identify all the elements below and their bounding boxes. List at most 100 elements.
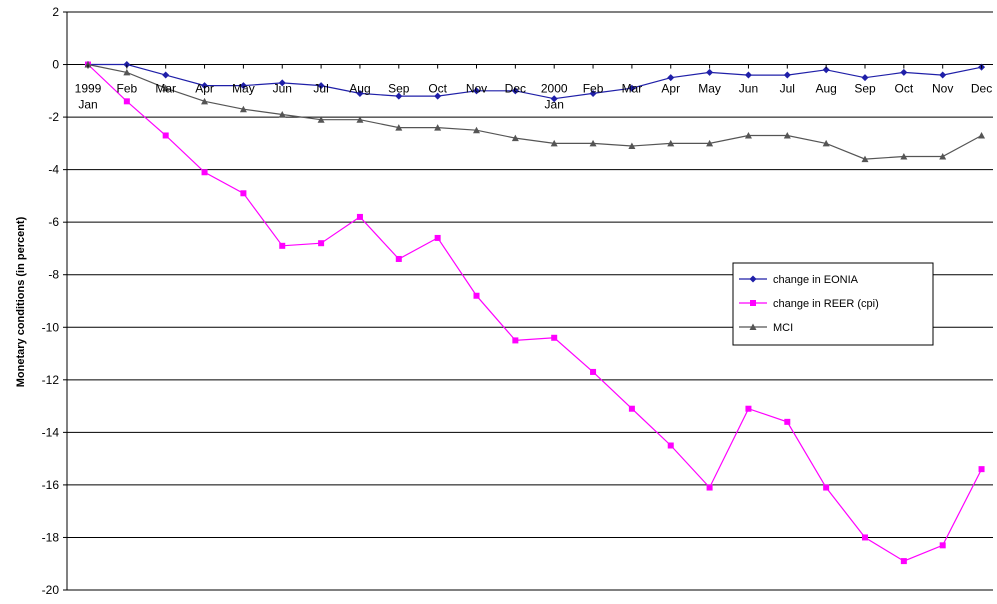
data-point [473, 292, 480, 299]
data-point [511, 134, 519, 142]
y-tick-label: -16 [42, 478, 60, 492]
x-tick-label: Jun [273, 82, 292, 96]
data-point [278, 79, 286, 87]
y-axis-ticks: 2 0 -2 -4 -6 -8 -10 -12 -14 -16 -18 -20 [42, 5, 67, 597]
legend-label: MCI [773, 322, 793, 334]
y-tick-label: -14 [42, 425, 60, 439]
x-tick-label: Jan [545, 98, 564, 112]
x-tick-label: Mar [622, 82, 643, 96]
data-point [783, 71, 791, 79]
data-point [434, 124, 442, 131]
x-tick-label: Aug [349, 82, 370, 96]
series-line [88, 63, 982, 100]
y-axis-label: Monetary conditions (in percent) [15, 216, 27, 387]
data-point [749, 323, 757, 330]
x-tick-label: Jul [313, 82, 328, 96]
data-point [356, 89, 364, 97]
data-point [201, 169, 208, 176]
data-point [900, 68, 908, 76]
data-point [318, 240, 325, 247]
y-tick-label: -18 [42, 530, 60, 544]
data-point [434, 234, 441, 241]
data-point [550, 95, 558, 103]
data-point [667, 139, 675, 147]
data-point [395, 124, 403, 131]
y-tick-label: -4 [48, 163, 59, 177]
y-tick-label: -8 [48, 268, 59, 282]
data-point [783, 131, 791, 139]
series-change-in-reer-cpi [85, 61, 985, 565]
legend: change in EONIA change in REER (cpi) MCI [732, 262, 934, 346]
x-tick-label: Oct [428, 82, 447, 96]
legend-label: change in EONIA [773, 274, 859, 286]
y-tick-label: -6 [48, 215, 59, 229]
legend-label: change in REER (cpi) [773, 298, 879, 310]
y-tick-label: -2 [48, 110, 59, 124]
axes [66, 12, 993, 590]
x-tick-label: Oct [895, 82, 914, 96]
x-tick-label: Feb [117, 82, 138, 96]
data-point [162, 132, 169, 139]
x-tick-label: Apr [661, 82, 680, 96]
x-tick-label: Feb [583, 82, 604, 96]
data-point [706, 68, 714, 76]
data-point [667, 442, 674, 449]
data-point [317, 116, 325, 123]
series-line [87, 64, 983, 562]
data-point [239, 82, 247, 90]
series-line [87, 63, 982, 160]
data-point [473, 87, 480, 95]
data-point [201, 97, 209, 105]
x-tick-label: Jul [780, 82, 795, 96]
data-point [706, 484, 713, 491]
data-point [900, 153, 908, 160]
data-point [978, 131, 986, 139]
data-point [589, 139, 597, 147]
x-tick-label: Nov [932, 82, 953, 96]
y-tick-label: -10 [42, 320, 60, 334]
data-point [162, 84, 170, 92]
data-point [395, 255, 402, 262]
x-tick-label: Aug [815, 82, 836, 96]
x-tick-label: Sep [854, 82, 876, 96]
data-point [123, 98, 130, 105]
data-point [784, 418, 791, 425]
data-point [356, 116, 364, 123]
x-tick-label: May [698, 82, 721, 96]
data-point [628, 84, 636, 92]
x-tick-label: Jun [739, 82, 758, 96]
data-point [939, 71, 947, 79]
y-tick-label: -12 [42, 373, 60, 387]
data-point [590, 368, 597, 375]
data-point [551, 334, 558, 341]
data-point [861, 155, 869, 163]
data-point [862, 534, 868, 541]
data-point [512, 337, 519, 344]
data-point [744, 131, 752, 139]
data-point [434, 92, 442, 100]
gridlines [67, 11, 993, 591]
data-point [162, 71, 170, 79]
data-point [750, 300, 756, 306]
x-tick-label: Dec [971, 82, 992, 96]
x-tick-label: Sep [388, 82, 410, 96]
y-tick-label: 2 [52, 5, 59, 19]
x-tick-label: Nov [466, 82, 487, 96]
data-point [201, 82, 209, 90]
data-point [550, 139, 558, 147]
data-point [317, 82, 325, 90]
data-point [395, 92, 403, 100]
data-point [278, 110, 286, 118]
legend-box [732, 262, 934, 346]
y-tick-label: 0 [52, 58, 59, 72]
data-point [861, 74, 869, 82]
data-point [978, 466, 985, 473]
x-year-label: 2000 [541, 82, 568, 96]
data-point [749, 275, 757, 283]
data-point [628, 142, 636, 149]
series-group [84, 61, 986, 565]
data-point [822, 139, 830, 147]
data-point [279, 242, 286, 249]
data-point [628, 405, 635, 412]
